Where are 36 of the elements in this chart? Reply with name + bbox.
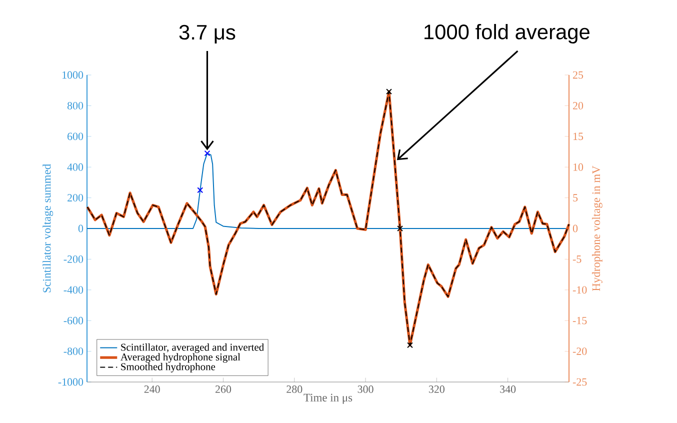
y-tick-label: -200: [64, 256, 84, 263]
y-tick-label: 200: [68, 194, 84, 202]
y-tick-label: -1000: [58, 378, 84, 386]
y-tick-label: 1000: [62, 71, 84, 79]
x-tick-label: 320: [428, 386, 444, 393]
y2-tick-label: 25: [573, 71, 584, 79]
y2-tick-label: -25: [572, 378, 587, 386]
legend-label: Scintillator, averaged and inverted: [121, 343, 264, 353]
y2-tick-label: 10: [573, 163, 584, 171]
y2-tick-label: -15: [572, 316, 587, 324]
legend-label: Averaged hydrophone signal: [120, 353, 240, 363]
y2-tick-label: -10: [572, 286, 587, 294]
legend-label: Smoothed hydrophone: [121, 362, 216, 372]
y2-tick-label: 20: [573, 102, 584, 110]
y2-tick-label: -5: [572, 256, 582, 263]
y-tick-label: 400: [67, 163, 84, 171]
annotation: 1000 fold average: [424, 24, 590, 44]
annotation: 3.7 μs: [179, 24, 236, 44]
y2-axis-title: Hydrophone voltage in mV: [592, 166, 602, 292]
y-tick-label: 0: [78, 224, 84, 232]
x-tick-label: 260: [216, 386, 232, 393]
y-tick-label: -800: [64, 348, 84, 355]
x-tick-label: 300: [358, 386, 374, 393]
y-tick-label: -600: [64, 316, 84, 324]
y-tick-label: -400: [64, 286, 84, 294]
x-tick-label: 280: [286, 386, 302, 393]
y2-tick-label: 5: [573, 194, 578, 202]
y2-tick-label: 15: [573, 132, 584, 140]
x-tick-label: 340: [500, 386, 516, 393]
x-axis-title: Time in μs: [304, 394, 352, 404]
y-axis-title: Scintillator voltage summed: [42, 164, 54, 292]
x-tick-label: 240: [144, 386, 160, 393]
y2-tick-label: -20: [572, 348, 587, 355]
y-tick-label: 800: [67, 102, 84, 110]
y2-tick-label: 0: [572, 224, 578, 232]
y-tick-label: 600: [68, 132, 84, 140]
